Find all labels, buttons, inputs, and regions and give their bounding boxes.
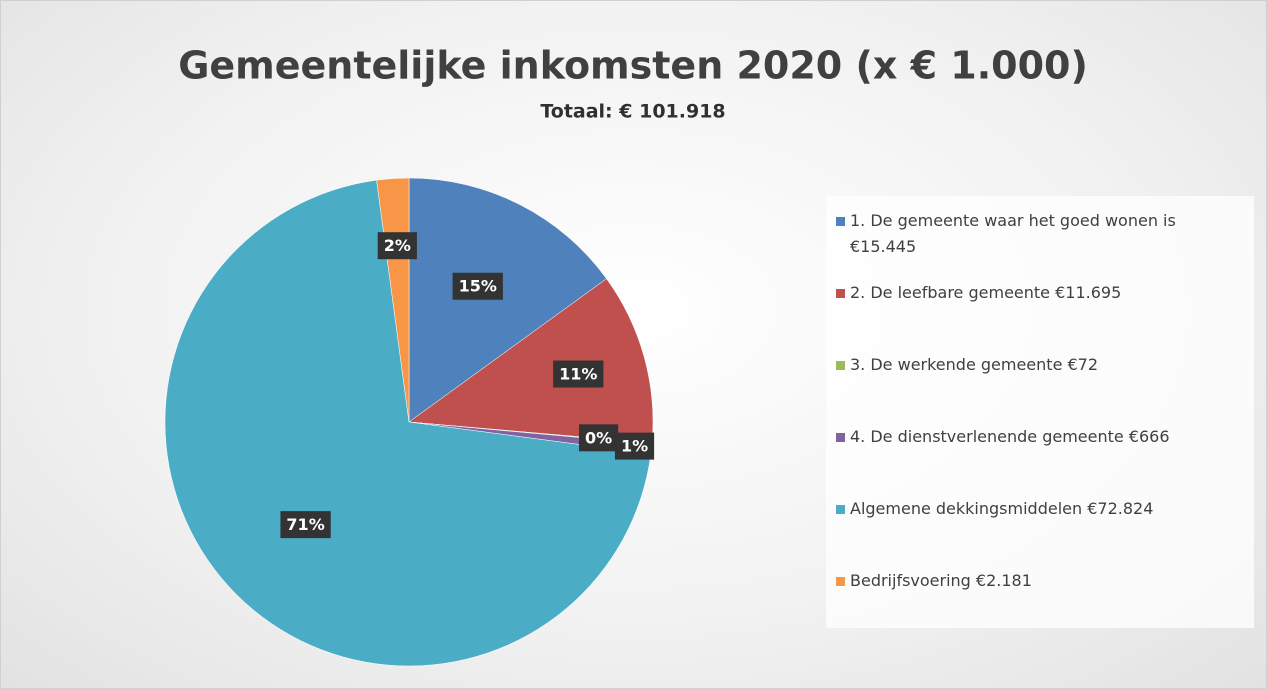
legend-swatch bbox=[836, 361, 845, 370]
legend-swatch bbox=[836, 289, 845, 298]
legend-label: Algemene dekkingsmiddelen €72.824 bbox=[850, 499, 1154, 518]
legend-label: 4. De dienstverlenende gemeente €666 bbox=[850, 427, 1170, 446]
data-label-box bbox=[280, 511, 331, 539]
legend-swatch bbox=[836, 505, 845, 514]
pie-slice bbox=[408, 177, 607, 423]
legend-label: 3. De werkende gemeente €72 bbox=[850, 355, 1099, 374]
pie-slice bbox=[408, 278, 654, 444]
data-label-text: 1% bbox=[621, 437, 648, 456]
legend-entry: 2. De leefbare gemeente €11.695 bbox=[836, 280, 1246, 352]
data-label: 1% bbox=[614, 432, 655, 460]
legend-entry: Algemene dekkingsmiddelen €72.824 bbox=[836, 496, 1246, 568]
legend-entry: 4. De dienstverlenende gemeente €666 bbox=[836, 424, 1246, 496]
legend-label: 1. De gemeente waar het goed wonen is €1… bbox=[850, 211, 1176, 256]
data-label-box bbox=[377, 232, 417, 260]
legend-swatch bbox=[836, 577, 845, 586]
data-label-box bbox=[578, 424, 619, 452]
data-label-text: 71% bbox=[286, 515, 324, 534]
data-label: 15% bbox=[452, 272, 503, 300]
data-label: 0% bbox=[578, 424, 619, 452]
legend-entry: 1. De gemeente waar het goed wonen is €1… bbox=[836, 208, 1246, 280]
data-label: 11% bbox=[553, 360, 604, 388]
legend-swatch bbox=[836, 433, 845, 442]
data-label: 71% bbox=[280, 511, 331, 539]
data-label-text: 2% bbox=[384, 236, 411, 255]
data-label-text: 11% bbox=[559, 365, 597, 384]
pie-slice bbox=[164, 179, 652, 667]
data-label: 2% bbox=[377, 232, 417, 260]
legend-entry: Bedrijfsvoering €2.181 bbox=[836, 568, 1246, 640]
data-label-box bbox=[452, 272, 503, 300]
legend-label: 2. De leefbare gemeente €11.695 bbox=[850, 283, 1122, 302]
legend-label: Bedrijfsvoering €2.181 bbox=[850, 571, 1032, 590]
data-label-text: 0% bbox=[585, 428, 612, 447]
legend: 1. De gemeente waar het goed wonen is €1… bbox=[826, 196, 1254, 628]
chart-subtitle: Totaal: € 101.918 bbox=[540, 101, 725, 123]
legend-entry: 3. De werkende gemeente €72 bbox=[836, 352, 1246, 424]
chart-title: Gemeentelijke inkomsten 2020 (x € 1.000) bbox=[178, 44, 1088, 88]
data-label-box bbox=[553, 360, 604, 388]
legend-swatch bbox=[836, 217, 845, 226]
data-label-box bbox=[614, 432, 655, 460]
data-label-text: 15% bbox=[459, 277, 497, 296]
